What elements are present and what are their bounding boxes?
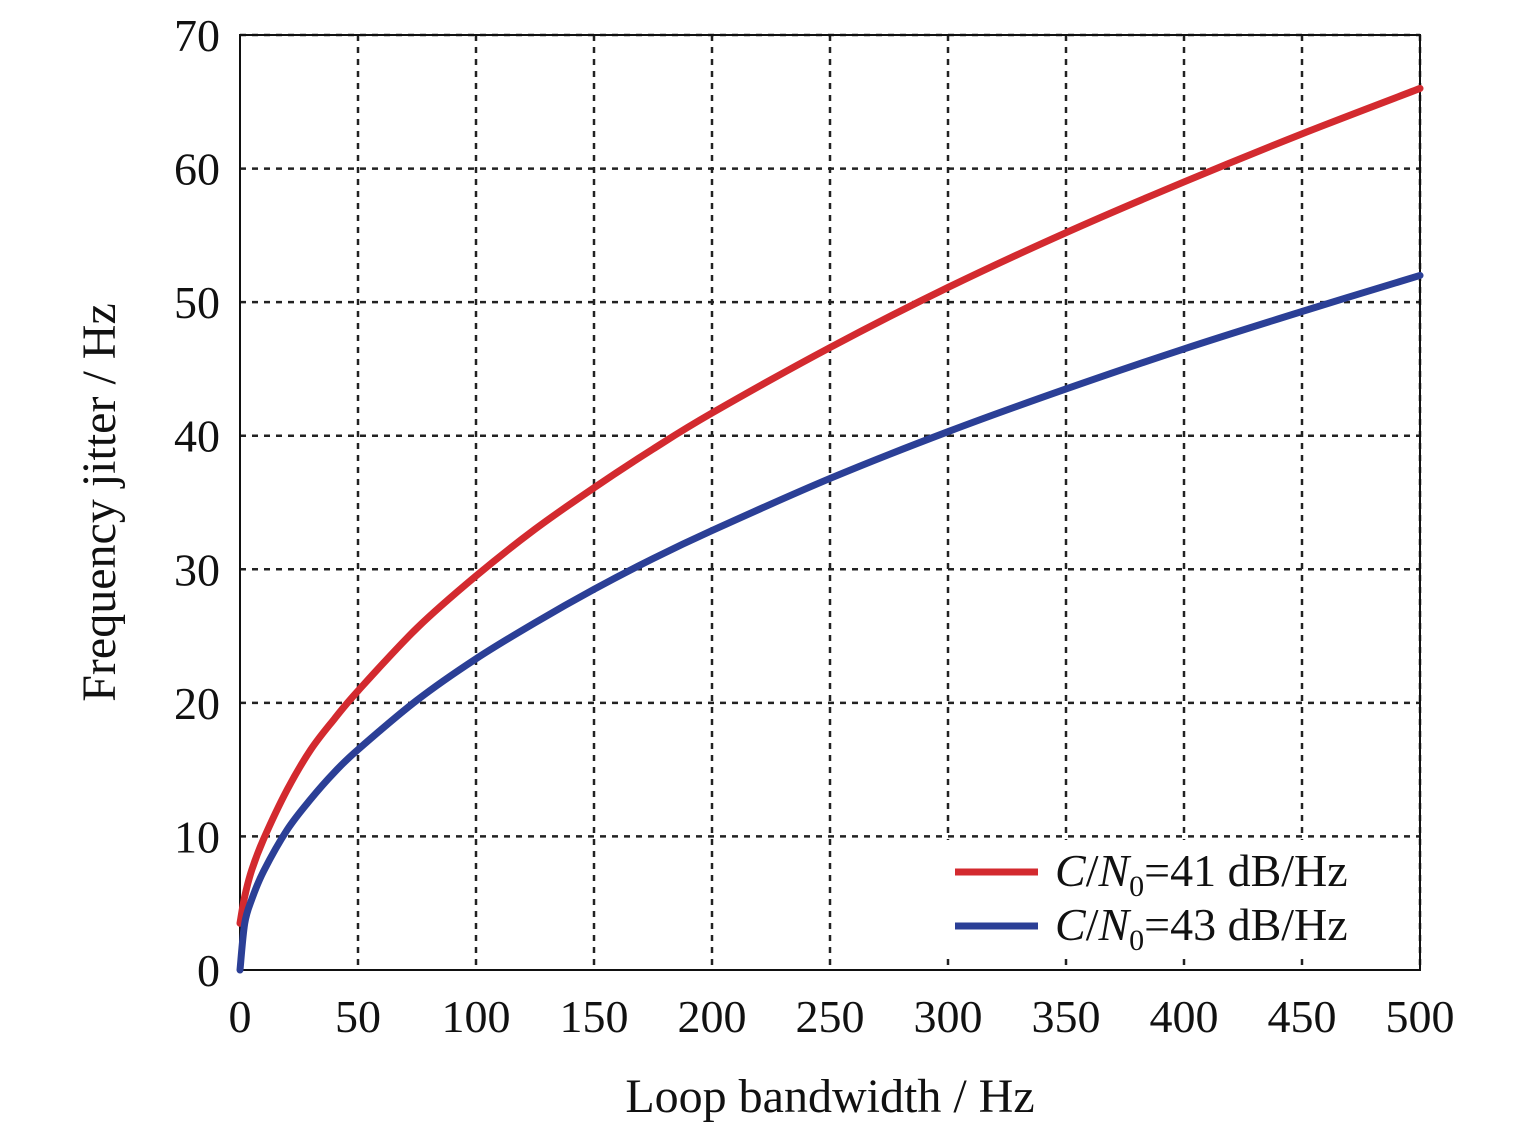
y-axis-label: Frequency jitter / Hz	[73, 303, 126, 702]
x-tick-label-250: 250	[796, 991, 865, 1042]
x-tick-label-200: 200	[678, 991, 747, 1042]
legend-entry-41: C/N0=41 dB/Hz	[1055, 845, 1348, 903]
tick-labels: 0 50 100 150 200 250 300 350 400 450 500 0 10 20 30 40 5…	[174, 10, 1455, 1042]
y-tick-label-70: 70	[174, 10, 220, 61]
legend-entry-43: C/N0=43 dB/Hz	[1055, 899, 1348, 957]
x-tick-label-150: 150	[560, 991, 629, 1042]
series-line-0	[236, 84, 1424, 927]
y-tick-label-40: 40	[174, 411, 220, 462]
y-tick-label-10: 10	[174, 811, 220, 862]
x-tick-label-300: 300	[914, 991, 983, 1042]
y-tick-label-50: 50	[174, 277, 220, 328]
legend-background	[945, 840, 1415, 955]
plot-frame	[239, 34, 1421, 971]
x-tick-label-0: 0	[229, 991, 252, 1042]
y-tick-label-0: 0	[197, 945, 220, 996]
x-tick-label-450: 450	[1268, 991, 1337, 1042]
series-line-1	[236, 271, 1424, 974]
series-lines	[236, 84, 1424, 974]
legend: C/N0=41 dB/Hz C/N0=43 dB/Hz	[945, 840, 1415, 957]
x-tick-label-400: 400	[1150, 991, 1219, 1042]
x-tick-label-500: 500	[1386, 991, 1455, 1042]
y-tick-label-30: 30	[174, 544, 220, 595]
x-tick-label-50: 50	[335, 991, 381, 1042]
y-tick-label-60: 60	[174, 144, 220, 195]
x-tick-label-100: 100	[442, 991, 511, 1042]
grid-lines	[240, 33, 1422, 970]
x-axis-label: Loop bandwidth / Hz	[625, 1070, 1034, 1123]
y-tick-label-20: 20	[174, 678, 220, 729]
x-tick-label-350: 350	[1032, 991, 1101, 1042]
